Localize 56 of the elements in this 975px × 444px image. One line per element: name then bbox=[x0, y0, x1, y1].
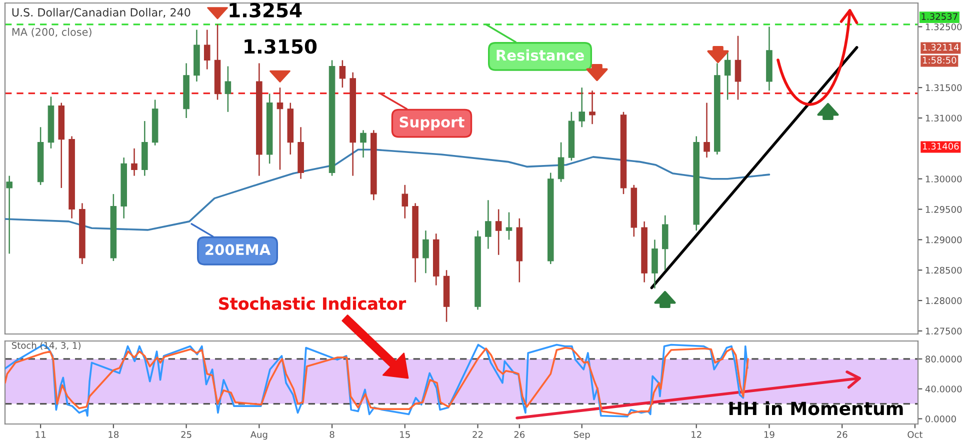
x-tick-label: 25 bbox=[181, 431, 192, 438]
candlestick bbox=[402, 184, 408, 220]
candlestick bbox=[704, 102, 710, 158]
annotation: 200EMA bbox=[206, 244, 271, 256]
x-tick-label: 18 bbox=[108, 431, 119, 438]
annotation: Support bbox=[400, 116, 464, 130]
candlestick bbox=[276, 86, 284, 170]
x-tick-label: 22 bbox=[472, 431, 483, 438]
y-tick-label: 0.0000 bbox=[926, 415, 956, 422]
candlestick bbox=[131, 148, 138, 176]
x-tick-label: 26 bbox=[514, 431, 525, 438]
y-tick-label: 1.31000 bbox=[926, 114, 962, 122]
candlestick bbox=[224, 66, 232, 113]
chart-title: U.S. Dollar/Canadian Dollar, 240 bbox=[12, 8, 190, 18]
annotation: Stochastic Indicator bbox=[219, 296, 406, 310]
candlestick bbox=[6, 175, 12, 254]
candlestick bbox=[558, 142, 564, 183]
text: 1:58:50 bbox=[922, 56, 956, 64]
candlestick bbox=[589, 90, 596, 125]
x-tick-label: Oct bbox=[908, 431, 923, 438]
y-tick-label: 40.0000 bbox=[925, 386, 962, 392]
annotation: 1.3150 bbox=[244, 39, 317, 54]
candlestick bbox=[422, 230, 429, 274]
candlestick bbox=[734, 35, 742, 100]
candlestick bbox=[485, 200, 492, 250]
candlestick bbox=[204, 29, 210, 70]
y-tick-label: 1.30000 bbox=[926, 176, 962, 182]
x-tick-label: 11 bbox=[36, 431, 46, 438]
y-tick-label: 80.0000 bbox=[926, 356, 962, 363]
text: 1.31406 bbox=[922, 142, 959, 150]
candlestick bbox=[495, 208, 502, 256]
y-tick-label: 1.29000 bbox=[926, 236, 962, 244]
ref-line-label: 1.32537 bbox=[922, 13, 958, 20]
annotation: 1.3254 bbox=[230, 2, 302, 18]
candlestick bbox=[578, 86, 585, 128]
x-tick-label: 26 bbox=[837, 431, 848, 438]
y-tick-label: 1.28500 bbox=[926, 266, 962, 274]
x-tick-label: Sep bbox=[574, 431, 590, 440]
annotation: Resistance bbox=[496, 49, 584, 61]
y-tick-label: 1.27500 bbox=[926, 328, 962, 335]
candlestick bbox=[339, 60, 346, 88]
x-tick-label: 8 bbox=[330, 431, 334, 438]
candlestick bbox=[360, 130, 366, 158]
candlestick bbox=[724, 50, 731, 100]
x-tick-label: 12 bbox=[692, 431, 702, 438]
y-tick-label: 1.28000 bbox=[926, 297, 962, 304]
x-tick-label: 19 bbox=[764, 431, 774, 438]
candlestick bbox=[506, 212, 512, 240]
y-tick-label: 1.29500 bbox=[926, 206, 962, 213]
y-tick-label: 1.31500 bbox=[926, 84, 962, 92]
x-tick-label: 15 bbox=[400, 431, 410, 438]
text: 1.32114 bbox=[922, 44, 959, 51]
annotation: HH in Momentum bbox=[729, 401, 903, 416]
y-tick-label: 1.32500 bbox=[926, 23, 962, 30]
text: MA (200, close) bbox=[12, 28, 92, 38]
x-tick-label: Aug bbox=[250, 431, 268, 440]
